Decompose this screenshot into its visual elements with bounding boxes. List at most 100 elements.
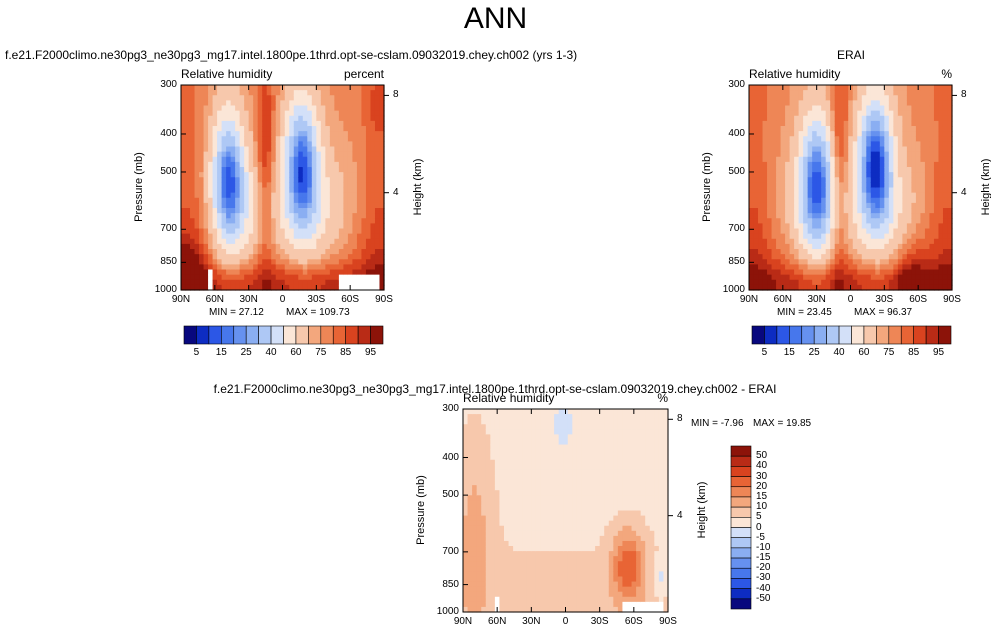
field-cell: [785, 254, 791, 260]
field-cell: [929, 197, 935, 204]
field-cell: [911, 100, 917, 107]
colorbar-swatch: [789, 325, 803, 345]
field-cell: [494, 515, 501, 522]
field-cell: [897, 233, 903, 240]
field-cell: [329, 90, 335, 96]
field-cell: [361, 141, 367, 148]
field-cell: [513, 591, 519, 598]
field-cell: [870, 279, 876, 286]
field-cell: [280, 167, 286, 173]
field-cell: [194, 105, 200, 112]
field-cell: [280, 259, 286, 265]
field-cell: [924, 259, 931, 265]
field-cell: [356, 85, 363, 91]
field-cell: [221, 228, 227, 235]
field-cell: [771, 90, 777, 96]
field-cell: [821, 172, 827, 178]
field-cell: [526, 495, 532, 501]
field-cell: [517, 480, 523, 486]
field-cell: [794, 105, 800, 112]
field-cell: [347, 156, 354, 163]
field-cell: [758, 243, 764, 250]
field-cell: [608, 424, 614, 430]
field-cell: [762, 136, 768, 142]
field-cell: [857, 243, 863, 250]
field-cell: [329, 228, 335, 235]
field-cell: [897, 177, 903, 183]
field-cell: [508, 485, 514, 491]
field-cell: [942, 269, 949, 276]
field-cell: [798, 284, 804, 291]
field-cell: [481, 505, 487, 512]
field-cell: [545, 525, 551, 532]
field-cell: [289, 100, 295, 107]
field-cell: [334, 202, 340, 209]
field-cell: [257, 208, 263, 214]
field-cell: [567, 419, 573, 425]
field-cell: [257, 105, 263, 112]
field-cell: [888, 208, 894, 214]
field-cell: [338, 213, 344, 219]
field-cell: [798, 264, 804, 271]
field-cell: [199, 167, 205, 173]
field-cell: [271, 136, 277, 142]
field-cell: [821, 131, 827, 137]
field-cell: [911, 105, 917, 112]
field-cell: [293, 274, 299, 281]
field-cell: [212, 95, 218, 101]
field-cell: [522, 414, 528, 420]
field-cell: [338, 182, 344, 189]
field-cell: [325, 213, 331, 219]
field-cell: [316, 228, 322, 235]
field-cell: [325, 90, 331, 96]
field-cell: [780, 208, 786, 214]
field-cell: [554, 510, 560, 517]
field-cell: [293, 136, 299, 142]
field-cell: [217, 182, 223, 189]
field-cell: [504, 444, 510, 451]
field-cell: [284, 136, 290, 142]
field-cell: [248, 167, 254, 173]
field-cell: [508, 434, 514, 441]
field-cell: [235, 177, 241, 183]
field-cell: [266, 269, 272, 276]
field-cell: [374, 264, 381, 271]
field-cell: [549, 500, 555, 507]
field-cell: [947, 110, 953, 117]
field-cell: [343, 187, 349, 194]
field-cell: [780, 254, 786, 260]
field-cell: [884, 146, 890, 153]
field-cell: [190, 243, 196, 250]
field-cell: [361, 182, 367, 189]
field-cell: [275, 120, 281, 127]
field-cell: [293, 218, 299, 224]
field-cell: [221, 202, 227, 209]
field-cell: [208, 274, 214, 281]
field-cell: [798, 131, 804, 137]
field-cell: [476, 464, 482, 471]
field-cell: [280, 156, 286, 163]
field-cell: [789, 202, 795, 209]
field-cell: [884, 95, 890, 101]
colorbar-swatch: [888, 325, 902, 345]
field-cell: [545, 510, 551, 517]
field-cell: [356, 187, 363, 194]
field-cell: [490, 556, 496, 562]
field-cell: [226, 223, 232, 230]
field-cell: [595, 571, 601, 578]
field-cell: [302, 161, 308, 168]
field-cell: [338, 238, 344, 245]
field-cell: [915, 120, 922, 127]
field-cell: [194, 95, 200, 101]
field-cell: [884, 136, 890, 142]
field-cell: [785, 120, 791, 127]
field-cell: [463, 606, 469, 613]
field-cell: [875, 269, 881, 276]
field-cell: [347, 259, 354, 265]
colorbar-swatch: [876, 325, 890, 345]
field-cell: [481, 485, 487, 491]
field-cell: [266, 136, 272, 142]
field-cell: [307, 115, 313, 122]
field-cell: [554, 474, 560, 481]
field-cell: [599, 495, 605, 501]
